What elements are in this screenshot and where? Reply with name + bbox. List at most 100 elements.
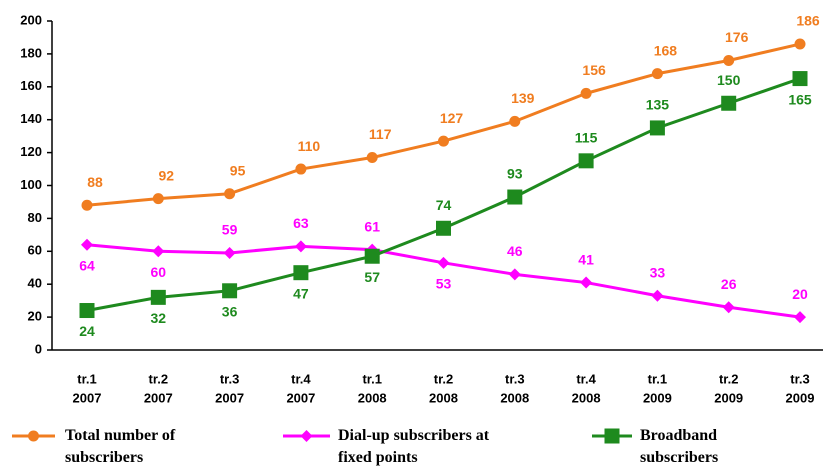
data-label: 33 (650, 264, 666, 280)
y-tick-label: 20 (28, 309, 42, 324)
data-label: 64 (79, 257, 95, 273)
data-point (580, 87, 592, 99)
data-label: 168 (654, 42, 678, 58)
x-tick-label: 2008 (358, 390, 387, 405)
data-label: 59 (222, 222, 238, 238)
legend-marker (604, 428, 620, 444)
data-point (224, 188, 236, 200)
y-tick-label: 120 (20, 144, 42, 159)
data-point (436, 220, 451, 236)
data-label: 88 (87, 174, 103, 190)
data-point (222, 283, 238, 299)
y-tick-label: 140 (20, 111, 42, 126)
x-tick-label: 2008 (572, 390, 601, 405)
data-label: 61 (364, 218, 380, 234)
data-point (293, 265, 309, 281)
data-point (578, 153, 594, 169)
x-tick-label: 2007 (215, 390, 244, 405)
x-tick-label: tr.3 (505, 371, 525, 386)
y-tick-label: 60 (28, 243, 42, 258)
y-tick-label: 160 (20, 78, 42, 93)
x-tick-label: tr.2 (149, 371, 169, 386)
data-point (437, 256, 450, 269)
data-label: 110 (298, 138, 321, 154)
y-tick-label: 200 (20, 12, 42, 27)
x-tick-label: tr.1 (77, 371, 97, 386)
data-label: 186 (796, 13, 820, 29)
data-label: 63 (293, 215, 309, 231)
data-label: 74 (436, 197, 452, 213)
data-label: 24 (79, 323, 95, 339)
x-tick-label: 2008 (429, 390, 458, 405)
data-point (152, 193, 164, 205)
x-tick-label: tr.4 (576, 371, 596, 386)
x-tick-label: tr.3 (790, 371, 810, 386)
x-tick-label: tr.2 (719, 371, 739, 386)
x-tick-label: 2007 (73, 390, 102, 405)
data-label: 32 (151, 310, 167, 326)
data-label: 92 (159, 167, 175, 183)
data-point (792, 71, 808, 87)
y-tick-label: 100 (20, 177, 42, 192)
data-label: 20 (792, 286, 808, 302)
data-point (721, 95, 737, 111)
data-point (651, 289, 664, 302)
data-point (79, 303, 95, 319)
data-label: 46 (507, 243, 523, 259)
x-tick-label: 2008 (500, 390, 529, 405)
x-tick-label: tr.1 (648, 371, 668, 386)
y-tick-label: 0 (35, 341, 42, 356)
data-point (651, 68, 663, 80)
legend-marker (28, 430, 39, 442)
data-label: 165 (788, 91, 812, 107)
data-point (794, 311, 806, 324)
data-label: 26 (721, 276, 737, 292)
data-point (507, 189, 523, 205)
data-point (722, 301, 735, 314)
data-label: 139 (511, 90, 535, 106)
data-label: 36 (222, 303, 238, 319)
x-tick-label: 2007 (144, 390, 173, 405)
data-label: 115 (575, 130, 598, 146)
data-label: 57 (364, 269, 380, 285)
data-point (295, 163, 307, 175)
data-point (794, 38, 806, 50)
data-point (294, 240, 307, 253)
y-tick-label: 40 (28, 276, 42, 291)
data-label: 93 (507, 166, 523, 182)
data-label: 41 (578, 251, 594, 267)
data-point (580, 276, 593, 289)
data-point (223, 246, 236, 259)
data-label: 53 (436, 276, 452, 292)
data-point (366, 152, 378, 164)
data-point (508, 268, 521, 281)
data-point (150, 289, 166, 305)
x-tick-label: 2009 (786, 390, 815, 405)
data-point (509, 115, 521, 127)
data-label: 156 (582, 62, 606, 78)
x-tick-label: tr.3 (220, 371, 240, 386)
data-label: 150 (717, 72, 741, 88)
legend-marker (300, 430, 313, 442)
data-point (364, 248, 380, 264)
x-tick-label: 2009 (714, 390, 743, 405)
x-tick-label: 2007 (286, 390, 315, 405)
data-label: 176 (725, 29, 749, 45)
data-point (152, 245, 165, 258)
data-label: 47 (293, 285, 309, 301)
x-tick-label: tr.4 (291, 371, 311, 386)
data-point (438, 135, 449, 147)
x-tick-label: 2009 (643, 390, 672, 405)
data-point (81, 238, 93, 251)
data-point (81, 199, 93, 211)
legend-label: Total number of subscribers (65, 427, 176, 466)
data-label: 135 (646, 97, 670, 113)
data-point (723, 54, 735, 66)
data-point (649, 120, 665, 136)
y-tick-label: 180 (20, 45, 42, 60)
y-tick-label: 80 (28, 210, 42, 225)
data-label: 95 (230, 162, 246, 178)
legend-label: Dial-up subscribers at fixed points (338, 427, 490, 466)
